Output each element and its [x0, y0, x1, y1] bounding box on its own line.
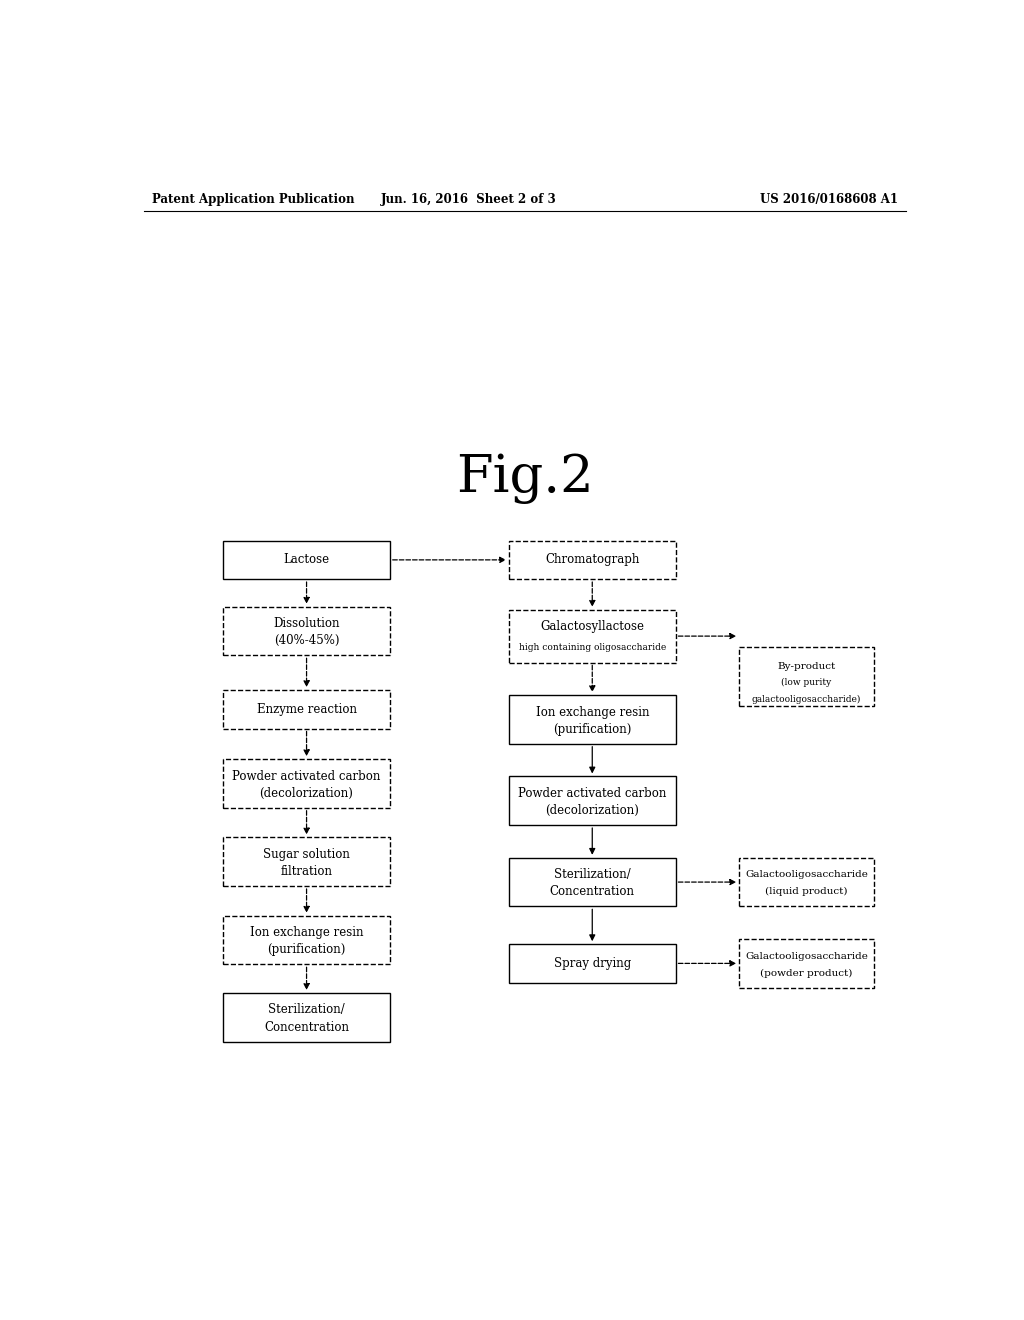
Text: Ion exchange resin: Ion exchange resin: [536, 706, 649, 718]
Text: (liquid product): (liquid product): [765, 887, 848, 896]
Text: Ion exchange resin: Ion exchange resin: [250, 927, 364, 940]
FancyBboxPatch shape: [223, 837, 390, 886]
FancyBboxPatch shape: [739, 939, 874, 987]
Text: (purification): (purification): [553, 723, 632, 735]
Text: (powder product): (powder product): [761, 969, 853, 978]
Text: Concentration: Concentration: [550, 886, 635, 899]
FancyBboxPatch shape: [223, 690, 390, 729]
Text: Jun. 16, 2016  Sheet 2 of 3: Jun. 16, 2016 Sheet 2 of 3: [381, 193, 557, 206]
FancyBboxPatch shape: [509, 858, 676, 907]
FancyBboxPatch shape: [223, 541, 390, 579]
FancyBboxPatch shape: [739, 647, 874, 706]
Text: Fig.2: Fig.2: [456, 453, 594, 504]
Text: Patent Application Publication: Patent Application Publication: [152, 193, 354, 206]
Text: Powder activated carbon: Powder activated carbon: [518, 787, 667, 800]
FancyBboxPatch shape: [223, 916, 390, 965]
Text: (low purity: (low purity: [781, 678, 831, 688]
Text: Galactosyllactose: Galactosyllactose: [541, 620, 644, 634]
FancyBboxPatch shape: [509, 696, 676, 744]
FancyBboxPatch shape: [509, 610, 676, 663]
FancyBboxPatch shape: [509, 541, 676, 579]
Text: Lactose: Lactose: [284, 553, 330, 566]
Text: Powder activated carbon: Powder activated carbon: [232, 770, 381, 783]
Text: galactooligosaccharide): galactooligosaccharide): [752, 694, 861, 704]
Text: Galactooligosaccharide: Galactooligosaccharide: [745, 870, 868, 879]
FancyBboxPatch shape: [509, 776, 676, 825]
Text: Dissolution: Dissolution: [273, 618, 340, 630]
FancyBboxPatch shape: [223, 993, 390, 1041]
Text: Spray drying: Spray drying: [554, 957, 631, 970]
Text: Sterilization/: Sterilization/: [268, 1003, 345, 1016]
FancyBboxPatch shape: [509, 944, 676, 982]
Text: US 2016/0168608 A1: US 2016/0168608 A1: [760, 193, 898, 206]
FancyBboxPatch shape: [223, 759, 390, 808]
Text: Sterilization/: Sterilization/: [554, 869, 631, 882]
Text: (decolorization): (decolorization): [546, 804, 639, 817]
Text: Enzyme reaction: Enzyme reaction: [257, 702, 356, 715]
Text: high containing oligosaccharide: high containing oligosaccharide: [518, 643, 666, 652]
Text: Galactooligosaccharide: Galactooligosaccharide: [745, 952, 868, 961]
Text: Chromatograph: Chromatograph: [545, 553, 639, 566]
Text: (purification): (purification): [267, 944, 346, 956]
FancyBboxPatch shape: [739, 858, 874, 907]
Text: (decolorization): (decolorization): [260, 787, 353, 800]
Text: Concentration: Concentration: [264, 1020, 349, 1034]
Text: Sugar solution: Sugar solution: [263, 847, 350, 861]
Text: filtration: filtration: [281, 865, 333, 878]
Text: (40%-45%): (40%-45%): [273, 635, 339, 647]
FancyBboxPatch shape: [223, 607, 390, 656]
Text: By-product: By-product: [777, 661, 836, 671]
